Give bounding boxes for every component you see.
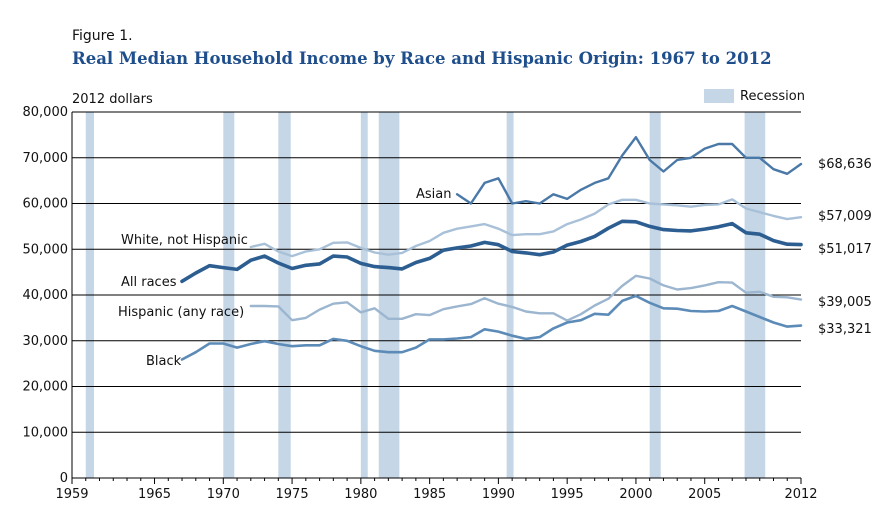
y-tick-label: 60,000 bbox=[23, 197, 69, 212]
series-label-hispanic: Hispanic (any race) bbox=[118, 305, 244, 320]
x-tick-label: 1985 bbox=[413, 487, 446, 502]
x-tick-label: 1995 bbox=[551, 487, 584, 502]
series-line-hispanic bbox=[251, 276, 801, 321]
series-lines bbox=[182, 137, 801, 359]
x-tick-label: 1965 bbox=[138, 487, 171, 502]
x-tick-label: 2012 bbox=[784, 487, 817, 502]
recession-legend-label: Recession bbox=[740, 89, 805, 104]
y-tick-label: 10,000 bbox=[23, 425, 69, 440]
end-label-asian: $68,636 bbox=[818, 157, 872, 172]
x-tick-label: 1975 bbox=[276, 487, 309, 502]
y-tick-label: 0 bbox=[60, 471, 68, 486]
y-tick-label: 40,000 bbox=[23, 288, 69, 303]
end-label-black: $33,321 bbox=[818, 322, 872, 337]
x-tick-label: 1980 bbox=[344, 487, 377, 502]
y-tick-label: 70,000 bbox=[23, 151, 69, 166]
x-tick-label: 1970 bbox=[207, 487, 240, 502]
y-tick-label: 80,000 bbox=[23, 105, 69, 120]
series-label-white-not-hispanic: White, not Hispanic bbox=[121, 233, 248, 248]
y-axis-label: 2012 dollars bbox=[72, 92, 153, 107]
series-label-all-races: All races bbox=[121, 275, 177, 290]
y-tick-label: 20,000 bbox=[23, 380, 69, 395]
x-tick-label: 1959 bbox=[55, 487, 88, 502]
gridlines bbox=[72, 112, 801, 478]
end-label-white-not-hispanic: $57,009 bbox=[818, 209, 872, 224]
income-line-chart: 0 10,000 20,000 30,000 40,000 50,000 60,000 70,… bbox=[0, 0, 887, 512]
x-tick-label: 2005 bbox=[688, 487, 721, 502]
series-label-black: Black bbox=[146, 354, 182, 369]
end-label-hispanic: $39,005 bbox=[818, 295, 872, 310]
recession-legend-swatch bbox=[704, 89, 734, 103]
y-tick-label: 50,000 bbox=[23, 242, 69, 257]
y-tick-label: 30,000 bbox=[23, 334, 69, 349]
end-label-all-races: $51,017 bbox=[818, 242, 872, 257]
axes: 0 10,000 20,000 30,000 40,000 50,000 60,000 70,… bbox=[23, 105, 818, 502]
x-tick-label: 2000 bbox=[619, 487, 652, 502]
x-tick-label: 1990 bbox=[482, 487, 515, 502]
series-line-all-races bbox=[182, 221, 801, 281]
series-label-asian: Asian bbox=[416, 187, 451, 202]
